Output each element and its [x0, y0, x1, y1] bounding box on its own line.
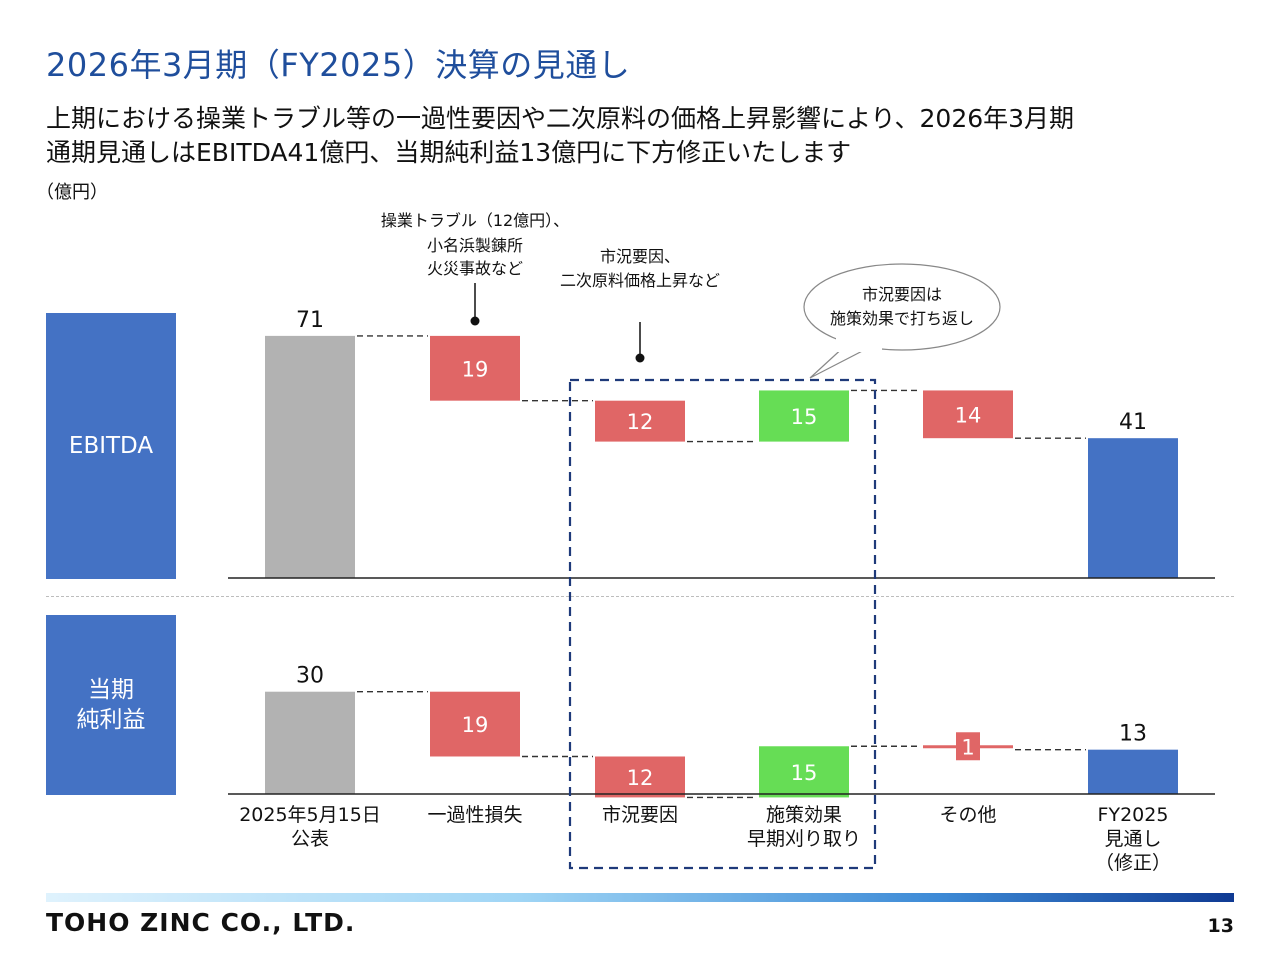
- net-income-bar-label-3: 15: [791, 761, 818, 785]
- net-income-label-line1: 当期: [88, 677, 134, 703]
- ebitda-bar-label-2: 12: [627, 410, 654, 434]
- net-income-bar-1: [430, 691, 520, 757]
- annotation-market-line2: 二次原料価格上昇など: [560, 271, 720, 290]
- ebitda-bar-0: [265, 335, 355, 578]
- ebitda-label: EBITDA: [68, 433, 154, 459]
- net-income-bar-0: [265, 691, 355, 794]
- annotation-one-off-line3: 火災事故など: [427, 259, 523, 278]
- page-title: 2026年3月期（FY2025）決算の見通し: [46, 46, 631, 84]
- category-label-3-line1: 早期刈り取り: [747, 828, 861, 850]
- net-income-bar-label-4: 1: [961, 735, 974, 759]
- annotation-market-line1: 市況要因、: [600, 247, 680, 266]
- net-income-label-box: 当期 純利益: [46, 615, 176, 795]
- net-income-bar-5: [1088, 749, 1178, 794]
- ebitda-bar-3: [759, 390, 849, 442]
- page-subtitle: 上期における操業トラブル等の一過性要因や二次原料の価格上昇影響により、2026年…: [46, 102, 1074, 170]
- net-income-bar-label-bg-4: [956, 732, 980, 761]
- ebitda-label-box: EBITDA: [46, 313, 176, 579]
- highlight-dashed-box: [568, 378, 877, 870]
- company-logo: TOHO ZINC CO., LTD.: [46, 908, 356, 937]
- net-income-bar-label-5: 13: [1119, 722, 1147, 747]
- ebitda-bar-2: [595, 400, 685, 442]
- category-label-5-line0: FY2025: [1098, 804, 1169, 826]
- category-label-5-line2: （修正）: [1095, 852, 1171, 874]
- ebitda-bar-label-4: 14: [955, 403, 982, 427]
- category-label-3-line0: 施策効果: [766, 804, 842, 826]
- section-divider: [46, 596, 1234, 597]
- category-label-1-line0: 一過性損失: [427, 804, 522, 826]
- category-label-0-line0: 2025年5月15日: [239, 804, 381, 826]
- subtitle-line-2: 通期見通しはEBITDA41億円、当期純利益13億円に下方修正いたします: [46, 138, 852, 167]
- speech-bubble-body: [803, 263, 1001, 351]
- ebitda-bar-label-1: 19: [462, 357, 489, 381]
- ebitda-bar-label-0: 71: [296, 308, 324, 333]
- net-income-bar-2: [595, 756, 685, 798]
- annotation-one-off-line2: 小名浜製錬所: [427, 236, 523, 255]
- ebitda-bar-label-5: 41: [1119, 410, 1147, 435]
- net-income-bar-label-0: 30: [296, 664, 324, 689]
- annotation-market-dot: [635, 353, 645, 363]
- annotation-one-off-line1: 操業トラブル（12億円）、: [381, 211, 569, 230]
- annotation-one-off: 操業トラブル（12億円）、 小名浜製錬所 火災事故など: [381, 211, 569, 326]
- unit-label: （億円）: [36, 182, 108, 203]
- category-label-2-line0: 市況要因: [602, 804, 678, 826]
- net-income-bar-3: [759, 746, 849, 798]
- net-income-bar-label-1: 19: [462, 713, 489, 737]
- bubble-line2: 施策効果で打ち返し: [830, 309, 974, 328]
- speech-bubble: 市況要因は 施策効果で打ち返し: [803, 263, 1001, 379]
- category-label-0-line1: 公表: [291, 828, 329, 850]
- footer-gradient-bar: [46, 893, 1234, 902]
- annotation-one-off-dot: [470, 316, 480, 326]
- ebitda-bar-4: [923, 390, 1013, 439]
- speech-bubble-join: [836, 338, 882, 352]
- bubble-line1: 市況要因は: [862, 285, 942, 304]
- page-number: 13: [1207, 915, 1234, 937]
- category-label-4-line0: その他: [939, 804, 996, 826]
- category-label-5-line1: 見通し: [1104, 828, 1161, 850]
- net-income-bar-label-2: 12: [627, 766, 654, 790]
- ebitda-bar-5: [1088, 438, 1178, 578]
- annotation-market: 市況要因、 二次原料価格上昇など: [560, 247, 720, 363]
- net-income-label-line2: 純利益: [76, 707, 146, 733]
- subtitle-line-1: 上期における操業トラブル等の一過性要因や二次原料の価格上昇影響により、2026年…: [46, 104, 1075, 133]
- ebitda-bar-label-3: 15: [791, 405, 818, 429]
- ebitda-bar-1: [430, 335, 520, 401]
